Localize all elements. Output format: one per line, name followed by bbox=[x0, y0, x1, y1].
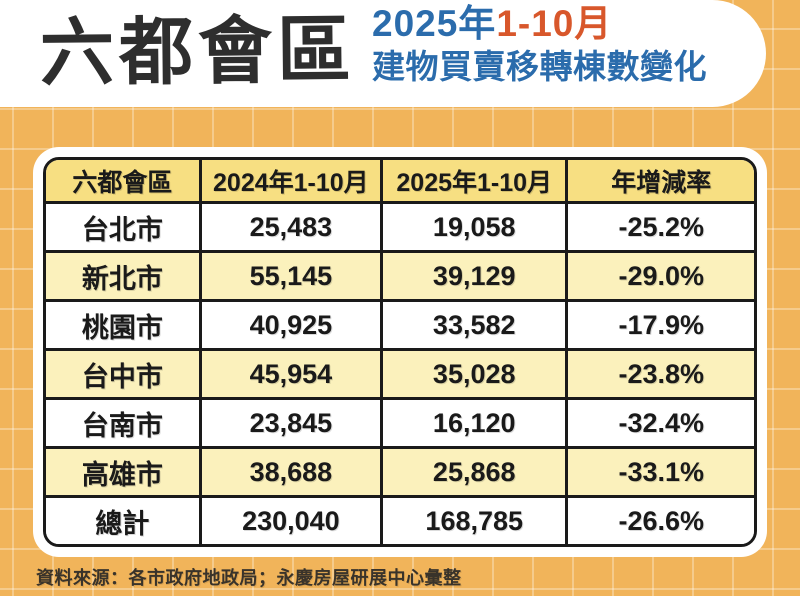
change-cell: -29.0% bbox=[568, 253, 754, 303]
col-header-2025: 2025年1-10月 bbox=[382, 160, 569, 204]
value-2024-cell: 38,688 bbox=[201, 449, 383, 499]
subtitle-line2: 建物買賣移轉棟數變化 bbox=[372, 47, 707, 85]
change-cell: -17.9% bbox=[568, 302, 754, 352]
table-row: 桃園市 40,925 33,582 -17.9% bbox=[46, 302, 754, 352]
city-cell: 台南市 bbox=[46, 400, 202, 450]
subtitle-line1: 2025年1-10月 bbox=[372, 3, 707, 45]
data-table: 六都會區 2024年1-10月 2025年1-10月 年增減率 台北市 25,48… bbox=[46, 160, 754, 544]
city-cell: 桃園市 bbox=[46, 302, 202, 352]
value-2024-cell: 23,845 bbox=[201, 400, 383, 450]
value-2025-cell: 25,868 bbox=[382, 449, 569, 499]
header-band bbox=[0, 0, 766, 107]
value-2024-cell: 45,954 bbox=[201, 351, 383, 401]
page-title: 六都會區 bbox=[39, 8, 357, 95]
table-card: 六都會區 2024年1-10月 2025年1-10月 年增減率 台北市 25,48… bbox=[33, 147, 767, 557]
value-2025-cell: 19,058 bbox=[382, 204, 569, 254]
value-2025-cell: 35,028 bbox=[382, 351, 569, 401]
change-cell: -25.2% bbox=[568, 204, 754, 254]
city-cell: 台中市 bbox=[46, 351, 202, 401]
table-row: 台中市 45,954 35,028 -23.8% bbox=[46, 351, 754, 401]
value-2024-cell: 55,145 bbox=[201, 253, 383, 303]
change-cell: -26.6% bbox=[618, 505, 705, 536]
col-header-2024: 2024年1-10月 bbox=[201, 160, 383, 204]
value-2024-cell: 40,925 bbox=[201, 302, 383, 352]
value-2024-cell: 25,483 bbox=[201, 204, 383, 254]
table-header-row: 六都會區 2024年1-10月 2025年1-10月 年增減率 bbox=[46, 160, 754, 204]
change-cell: -32.4% bbox=[568, 400, 754, 450]
city-cell: 台北市 bbox=[46, 204, 202, 254]
value-2025-cell: 39,129 bbox=[382, 253, 569, 303]
subtitle-block: 2025年1-10月 建物買賣移轉棟數變化 bbox=[372, 3, 707, 85]
subtitle-months: 1-10月 bbox=[496, 3, 613, 44]
table-row: 台南市 23,845 16,120 -32.4% bbox=[46, 400, 754, 450]
value-2024-cell: 230,040 bbox=[202, 498, 383, 544]
source-note: 資料來源：各市政府地政局；永慶房屋研展中心彙整 bbox=[36, 568, 462, 588]
col-header-change: 年增減率 bbox=[568, 160, 754, 204]
col-header-region: 六都會區 bbox=[46, 160, 202, 204]
value-2025-cell: 16,120 bbox=[382, 400, 569, 450]
change-cell: -23.8% bbox=[568, 351, 754, 401]
table-row: 新北市 55,145 39,129 -29.0% bbox=[46, 253, 754, 303]
table-frame: 六都會區 2024年1-10月 2025年1-10月 年增減率 台北市 25,48… bbox=[43, 157, 757, 547]
subtitle-year: 2025年 bbox=[372, 3, 497, 44]
table-row: 台北市 25,483 19,058 -25.2% bbox=[46, 204, 754, 254]
city-cell: 高雄市 bbox=[46, 449, 202, 499]
value-2025-cell: 33,582 bbox=[382, 302, 569, 352]
table-row: 高雄市 38,688 25,868 -33.1% bbox=[46, 449, 754, 499]
value-2025-cell: 168,785 bbox=[383, 498, 569, 544]
change-cell: -33.1% bbox=[568, 449, 754, 499]
city-cell: 總計 bbox=[46, 498, 202, 544]
city-cell: 新北市 bbox=[46, 253, 202, 303]
table-row: 總計 230,040 168,785 -26.6% bbox=[46, 498, 754, 544]
